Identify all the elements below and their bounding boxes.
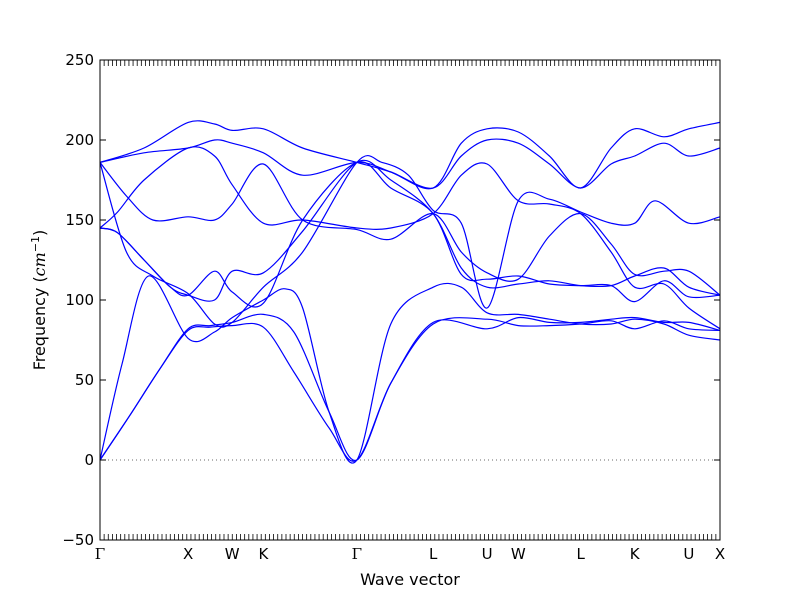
kpoint-label: L: [577, 545, 586, 563]
y-tick-label: 150: [65, 211, 94, 229]
kpoint-label: X: [715, 545, 725, 563]
kpoint-label: W: [225, 545, 240, 563]
y-axis: −50 0 50 100 150 200 250: [62, 51, 720, 549]
band-3: [99, 275, 721, 464]
kpoint-label: W: [511, 545, 526, 563]
kpoint-label: K: [258, 545, 269, 563]
band-9: [99, 138, 721, 189]
plot-area: [99, 120, 721, 464]
band-2: [99, 313, 721, 461]
y-tick-label: 100: [65, 291, 94, 309]
kpoint-label: Γ: [352, 545, 362, 563]
band-4: [99, 161, 721, 308]
kpoint-label: K: [630, 545, 641, 563]
kpoint-label: U: [482, 545, 493, 563]
band-8: [99, 146, 721, 330]
y-tick-label: 0: [84, 451, 94, 469]
axes-frame: [99, 59, 721, 541]
y-axis-title: Frequency (cm−1): [29, 230, 49, 371]
x-axis-title: Wave vector: [360, 570, 460, 589]
kpoint-label: X: [183, 545, 193, 563]
band-10: [99, 120, 721, 190]
band-1: [99, 317, 721, 462]
kpoint-label: U: [683, 545, 694, 563]
y-tick-label: 200: [65, 131, 94, 149]
band-6: [99, 154, 721, 328]
y-tick-label: 50: [75, 371, 94, 389]
band-5: [99, 159, 721, 302]
y-tick-label: 250: [65, 51, 94, 69]
y-tick-label: −50: [62, 531, 94, 549]
kpoint-label: L: [429, 545, 438, 563]
kpoint-label: Γ: [95, 545, 105, 563]
